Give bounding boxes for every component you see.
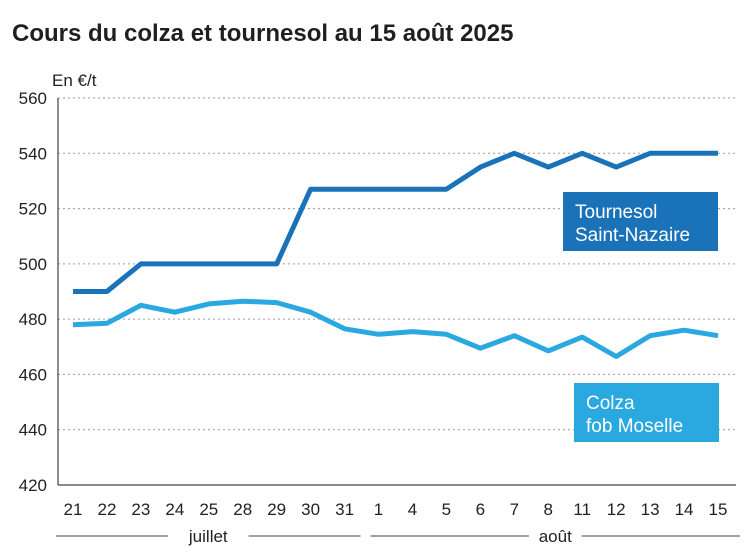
series-label-text: Colza: [586, 393, 635, 414]
y-axis-ticks: 420 440 460 480 500 520 540 560: [19, 89, 47, 495]
x-tick-label: 22: [97, 500, 116, 519]
x-tick-label: 8: [544, 500, 553, 519]
y-tick-label: 520: [19, 200, 47, 219]
x-tick-label: 15: [709, 500, 728, 519]
axes: [57, 98, 736, 486]
x-tick-label: 7: [510, 500, 519, 519]
x-tick-label: 11: [573, 500, 591, 519]
series-label-text: fob Moselle: [586, 416, 683, 437]
y-tick-label: 420: [19, 476, 47, 495]
y-tick-label: 480: [19, 310, 47, 329]
series-lines: [72, 150, 719, 359]
x-tick-label: 23: [131, 500, 150, 519]
x-axis-ticks: 21 22 23 24 25 28 29 30 31 1 4 5 6 7 8 11 12 13 14 15: [64, 500, 728, 519]
x-tick-label: 4: [408, 500, 417, 519]
x-tick-label: 24: [165, 500, 184, 519]
series-label-text: Saint-Nazaire: [575, 225, 690, 246]
month-labels: juillet août: [56, 527, 740, 546]
y-tick-label: 460: [19, 365, 47, 384]
x-tick-label: 6: [476, 500, 485, 519]
series-line-tournesol: [73, 150, 718, 294]
y-tick-label: 560: [19, 89, 47, 108]
x-tick-label: 13: [641, 500, 660, 519]
x-tick-label: 14: [675, 500, 694, 519]
x-tick-label: 25: [199, 500, 218, 519]
x-tick-label: 29: [267, 500, 286, 519]
x-tick-label: 28: [233, 500, 252, 519]
y-tick-label: 540: [19, 144, 47, 163]
x-tick-label: 12: [607, 500, 626, 519]
x-tick-label: 1: [374, 500, 383, 519]
y-tick-label: 500: [19, 255, 47, 274]
series-label-box: [563, 192, 718, 251]
x-tick-label: 31: [335, 500, 354, 519]
x-tick-label: 30: [301, 500, 320, 519]
month-label: août: [539, 527, 572, 546]
month-label: juillet: [188, 527, 228, 546]
chart-title: Cours du colza et tournesol au 15 août 2…: [12, 20, 513, 47]
y-tick-label: 440: [19, 421, 47, 440]
series-label-text: Tournesol: [575, 202, 657, 223]
x-tick-label: 5: [442, 500, 451, 519]
x-tick-label: 21: [64, 500, 83, 519]
series-label-box: [574, 383, 719, 442]
series-line-colza: [72, 298, 719, 359]
y-axis-unit-label: En €/t: [52, 71, 97, 90]
